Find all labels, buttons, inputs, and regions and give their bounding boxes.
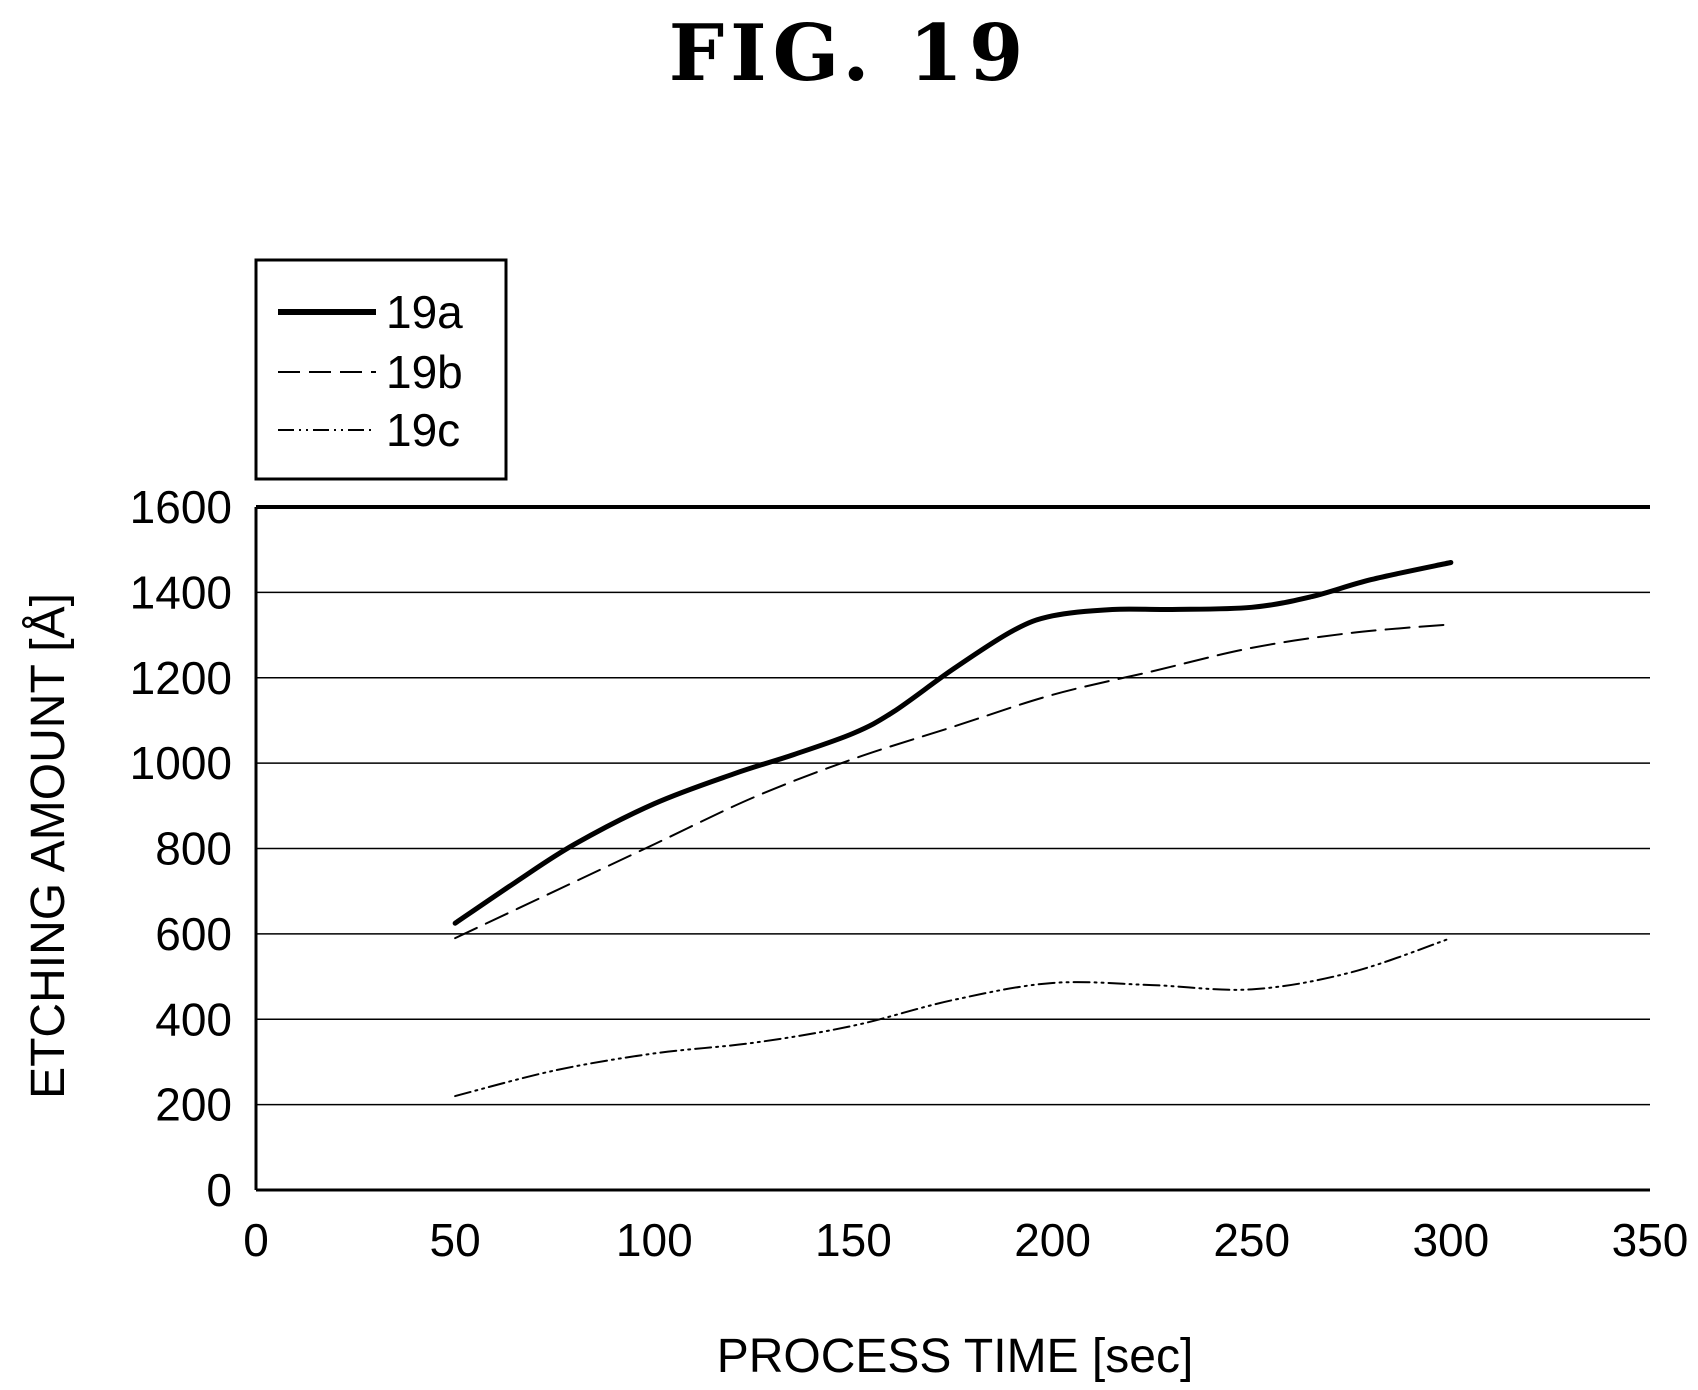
legend: 19a 19b 19c <box>254 258 508 481</box>
x-tick-label-200: 200 <box>1014 1214 1091 1266</box>
x-tick-label-300: 300 <box>1412 1214 1489 1266</box>
figure-title: FIG. 19 <box>668 8 1030 99</box>
x-axis-tick-labels: 0 50 100 150 200 250 300 350 <box>243 1214 1688 1266</box>
series-lines <box>452 559 1454 1098</box>
x-tick-label-150: 150 <box>815 1214 892 1266</box>
y-tick-label-1600: 1600 <box>130 481 232 533</box>
y-axis-title: ETCHING AMOUNT [Å] <box>22 593 75 1099</box>
grid-lines <box>256 591 1650 1106</box>
legend-label-19a: 19a <box>386 286 463 338</box>
axes <box>254 505 1650 1192</box>
x-tick-label-50: 50 <box>430 1214 481 1266</box>
y-tick-label-600: 600 <box>155 908 232 960</box>
y-axis-tick-labels: 0 200 400 600 800 1000 1200 1400 1600 <box>130 481 232 1216</box>
legend-label-19c: 19c <box>386 404 460 456</box>
x-tick-label-0: 0 <box>243 1214 269 1266</box>
y-tick-label-1200: 1200 <box>130 652 232 704</box>
x-tick-label-100: 100 <box>616 1214 693 1266</box>
series-line-19c <box>454 937 1452 1098</box>
legend-box <box>254 258 508 481</box>
series-line-19b <box>454 623 1452 940</box>
y-tick-label-400: 400 <box>155 993 232 1045</box>
legend-label-19b: 19b <box>386 346 463 398</box>
x-tick-label-350: 350 <box>1612 1214 1689 1266</box>
y-tick-label-1000: 1000 <box>130 737 232 789</box>
y-tick-label-0: 0 <box>206 1164 232 1216</box>
series-line-19a <box>452 559 1454 926</box>
x-axis-title: PROCESS TIME [sec] <box>717 1330 1194 1383</box>
x-tick-label-250: 250 <box>1213 1214 1290 1266</box>
y-tick-label-800: 800 <box>155 823 232 875</box>
y-tick-label-200: 200 <box>155 1079 232 1131</box>
y-tick-label-1400: 1400 <box>130 566 232 618</box>
